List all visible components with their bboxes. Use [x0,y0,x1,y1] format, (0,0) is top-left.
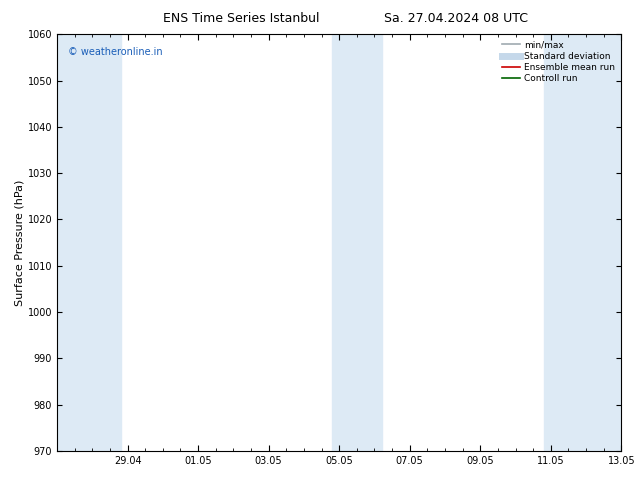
Legend: min/max, Standard deviation, Ensemble mean run, Controll run: min/max, Standard deviation, Ensemble me… [500,39,617,85]
Text: Sa. 27.04.2024 08 UTC: Sa. 27.04.2024 08 UTC [384,12,529,25]
Bar [544,34,621,451]
Bar [332,34,382,451]
Text: © weatheronline.in: © weatheronline.in [68,47,163,57]
Y-axis label: Surface Pressure (hPa): Surface Pressure (hPa) [15,179,25,306]
Bar [57,34,120,451]
Text: ENS Time Series Istanbul: ENS Time Series Istanbul [163,12,319,25]
